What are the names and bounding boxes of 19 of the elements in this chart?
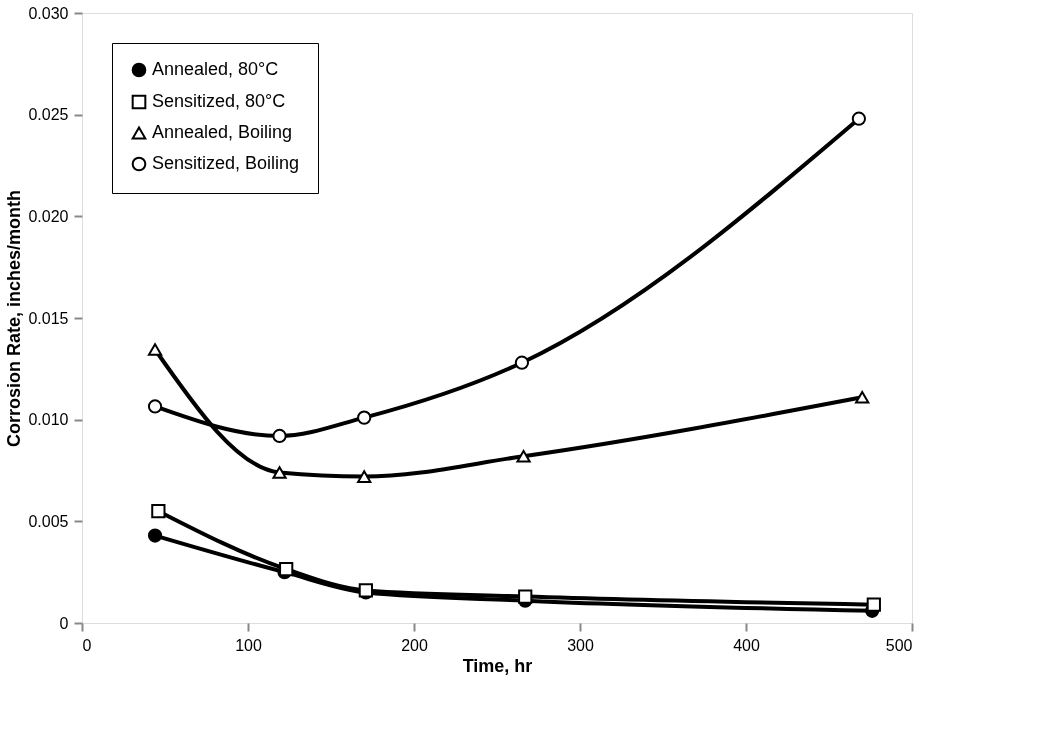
y-axis-title: Corrosion Rate, inches/month [4,189,25,448]
y-tick-label: 0.005 [28,512,69,530]
x-tick-label: 0 [82,636,92,654]
x-tick-label: 100 [235,636,262,654]
legend-label: Annealed, 80°C [152,59,279,79]
legend-label: Sensitized, 80°C [152,91,286,111]
y-tick-label: 0.030 [28,4,69,22]
x-tick-label: 400 [733,636,760,654]
y-tick-label: 0 [59,614,69,632]
y-tick-label: 0.015 [28,309,69,327]
x-tick-label: 500 [885,636,913,654]
x-tick-label: 300 [567,636,594,654]
y-tick-label: 0.020 [28,207,69,225]
legend-label: Annealed, Boiling [152,122,293,142]
legend-label: Sensitized, Boiling [152,153,300,173]
y-tick-label: 0.025 [28,106,69,124]
x-tick-label: 200 [401,636,428,654]
y-tick-label: 0.010 [28,411,69,429]
x-axis-title: Time, hr [462,655,533,676]
